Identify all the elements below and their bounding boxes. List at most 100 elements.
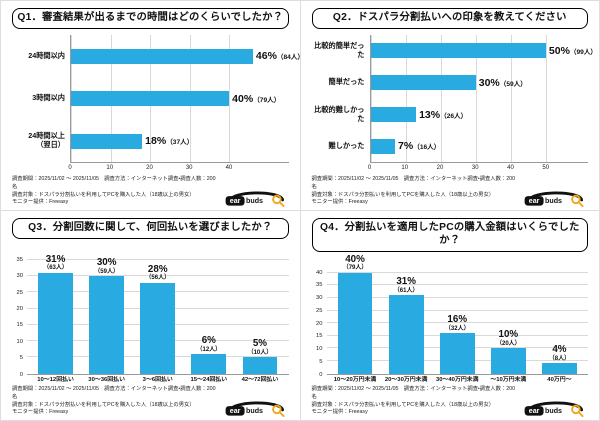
survey-note-monitor: モニター提供：Freeasy: [12, 409, 69, 416]
plot-wrap: 0 5 10 15 20 25 30 35 40 40% （79人） 31% （61人） 16% （32人…: [312, 254, 588, 378]
magnifier-handle-icon: [278, 411, 284, 417]
bar-percent-label: 10%: [498, 329, 519, 341]
survey-note-monitor: モニター提供：Freeasy: [12, 199, 69, 206]
bar: [370, 75, 476, 91]
panel-q2: Q2．ドスパラ分割払いへの印象を教えてください 比較的簡単だった 簡単だった 比較的…: [300, 1, 599, 210]
y-axis-tick-label: 40: [316, 269, 323, 276]
bar-chart-q3: 0 5 10 15 20 25 30 35 31% （63人） 30% （59人） 28% （56人） 6…: [12, 245, 289, 383]
survey-note-period: 調査期間：2025/11/02 ～ 2025/11/05 調査方法：インターネッ…: [12, 176, 216, 190]
bar-value-label: 10% （20人）: [475, 330, 542, 348]
survey-note-period: 調査期間：2025/11/02 ～ 2025/11/05 調査方法：インターネッ…: [12, 386, 216, 400]
bar-value-label: 16% （32人）: [424, 315, 491, 333]
bar-count-label: （79人）: [253, 96, 281, 104]
magnifier-icon: [271, 404, 282, 415]
bar-column: 28% （56人）: [132, 260, 183, 374]
bar: [89, 276, 124, 374]
bar-percent-label: 50%: [548, 44, 570, 57]
x-axis-tick-label: 20: [436, 164, 444, 171]
bar-value-label: 30% （59人）: [73, 257, 140, 276]
bar-count-label: （59人）: [499, 80, 527, 88]
plot-area: 50% （99人） 30% （59人） 13% （26人） 7% （16人）: [369, 34, 597, 164]
bar-percent-label: 46%: [255, 50, 277, 63]
logo-text-buds: buds: [545, 407, 562, 415]
chart-title-q1: Q1．審査結果が出るまでの時間はどのくらいでしたか？: [12, 8, 289, 29]
earbuds-logo: ear buds: [524, 191, 584, 207]
y-axis-tick-label: 10: [16, 338, 23, 345]
category-label: 30～40万円未満: [435, 376, 479, 383]
y-axis: 0 5 10 15 20 25 30 35: [12, 257, 27, 378]
bar-value-label: 50% （99人）: [549, 45, 597, 57]
magnifier-icon: [571, 404, 581, 415]
survey-note-target: 調査対象：ドスパラ分割払いを利用してPCを購入した人（18歳以上の男女）: [12, 191, 195, 198]
bar-value-label: 46%（84人）: [256, 50, 300, 62]
x-axis-ticks: 0 10 20 30 40: [68, 163, 289, 173]
x-axis-tick-label: 30: [471, 164, 479, 171]
category-axis: 10～20万円未満 20～30万円未満 30～40万円未満 ～10万円未満 40万円～: [327, 375, 589, 384]
bar-value-label: 30% （59人）: [479, 77, 527, 89]
bar-count-label: （63人）: [43, 265, 68, 272]
survey-notes: 調査期間：2025/11/02 ～ 2025/11/05 調査方法：インターネッ…: [312, 176, 517, 207]
category-label: 難しかった: [328, 141, 365, 151]
x-axis: 0 10 20 30 40 50: [312, 163, 589, 173]
bar-column: 4% （8人）: [534, 273, 585, 374]
y-axis-tick-label: 0: [319, 371, 323, 378]
survey-note-monitor: モニター提供：Freeasy: [311, 199, 368, 206]
x-axis-tick-label: 10: [106, 164, 114, 171]
bar-count-label: （61人）: [393, 287, 419, 294]
bar: [71, 48, 253, 64]
bar-value-label: 28% （56人）: [124, 264, 191, 283]
category-label: 10～12回払い: [37, 376, 74, 383]
magnifier-handle-icon: [577, 201, 584, 207]
bar-count-label: （16人）: [413, 144, 441, 152]
panel-q3: Q3．分割回数に関して、何回払いを選びましたか？ 0 5 10 15 20 25 30 35 …: [1, 211, 300, 420]
gridline: [510, 34, 512, 163]
logo-text-ear: ear: [529, 407, 540, 415]
category-label: 簡単だった: [328, 77, 365, 87]
plot-area: 46%（84人） 40%（79人） 18%（37人）: [70, 34, 300, 164]
magnifier-icon: [571, 194, 581, 205]
bar-column: 30% （59人）: [81, 257, 132, 374]
bar: [71, 133, 143, 149]
bar: [242, 357, 278, 374]
bar-row: 46%（84人）: [71, 35, 300, 77]
y-axis-tick-label: 30: [316, 295, 323, 302]
bar-percent-label: 40%: [232, 92, 254, 105]
y-axis-tick-label: 0: [19, 371, 23, 378]
bar-chart-q1: 24時間以内 3時間以内 24時間以上 （翌日） 46%（84人） 40%（79人） 1…: [12, 34, 300, 173]
bar: [337, 272, 373, 374]
y-axis-tick-label: 20: [16, 306, 23, 313]
bar-column: 6% （12人）: [183, 260, 234, 374]
x-axis-tick-label: 50: [542, 164, 550, 171]
category-label: ～10万円未満: [490, 376, 527, 383]
category-label: 42～72回払い: [241, 376, 279, 383]
category-label: 比較的難しかった: [314, 104, 365, 123]
bar-count-label: （84人）: [276, 54, 300, 62]
bar-row: 13% （26人）: [370, 99, 589, 131]
bar-percent-label: 7%: [398, 140, 414, 153]
y-axis-tick-label: 5: [19, 355, 23, 362]
bar-chart-q4: 0 5 10 15 20 25 30 35 40 40% （79人） 31% （61人） 16% （32人…: [312, 254, 589, 384]
x-axis: 0 10 20 30 40: [12, 163, 289, 173]
survey-note-period: 調査期間：2025/11/02 ～ 2025/11/05 調査方法：インターネッ…: [311, 176, 516, 190]
category-label: 30～36回払い: [88, 376, 125, 383]
gridline: [326, 271, 588, 273]
logo-text-buds: buds: [545, 197, 562, 205]
bar-count-label: （56人）: [145, 275, 171, 282]
y-axis-tick-label: 25: [16, 289, 23, 296]
bar-percent-label: 30%: [96, 257, 117, 269]
bar-count-label: （26人）: [440, 112, 468, 120]
category-label: 15～24回払い: [190, 376, 228, 383]
x-axis-tick-label: 20: [146, 164, 153, 171]
y-axis-tick-label: 25: [316, 307, 323, 314]
bar: [370, 43, 546, 59]
bar-percent-label: 6%: [201, 335, 216, 346]
bar-count-label: （20人）: [495, 340, 521, 347]
plot-wrap: 0 5 10 15 20 25 30 35 31% （63人） 30% （59人） 28% （56人） 6…: [12, 245, 289, 378]
earbuds-logo: ear buds: [524, 401, 584, 417]
x-axis-ticks: 0 10 20 30 40 50: [368, 163, 589, 173]
category-axis: 比較的簡単だった 簡単だった 比較的難しかった 難しかった: [312, 35, 370, 163]
bar-value-label: 31% （61人）: [373, 277, 440, 295]
bar-count-label: （37人）: [166, 139, 194, 147]
x-axis-tick-label: 0: [68, 164, 72, 171]
